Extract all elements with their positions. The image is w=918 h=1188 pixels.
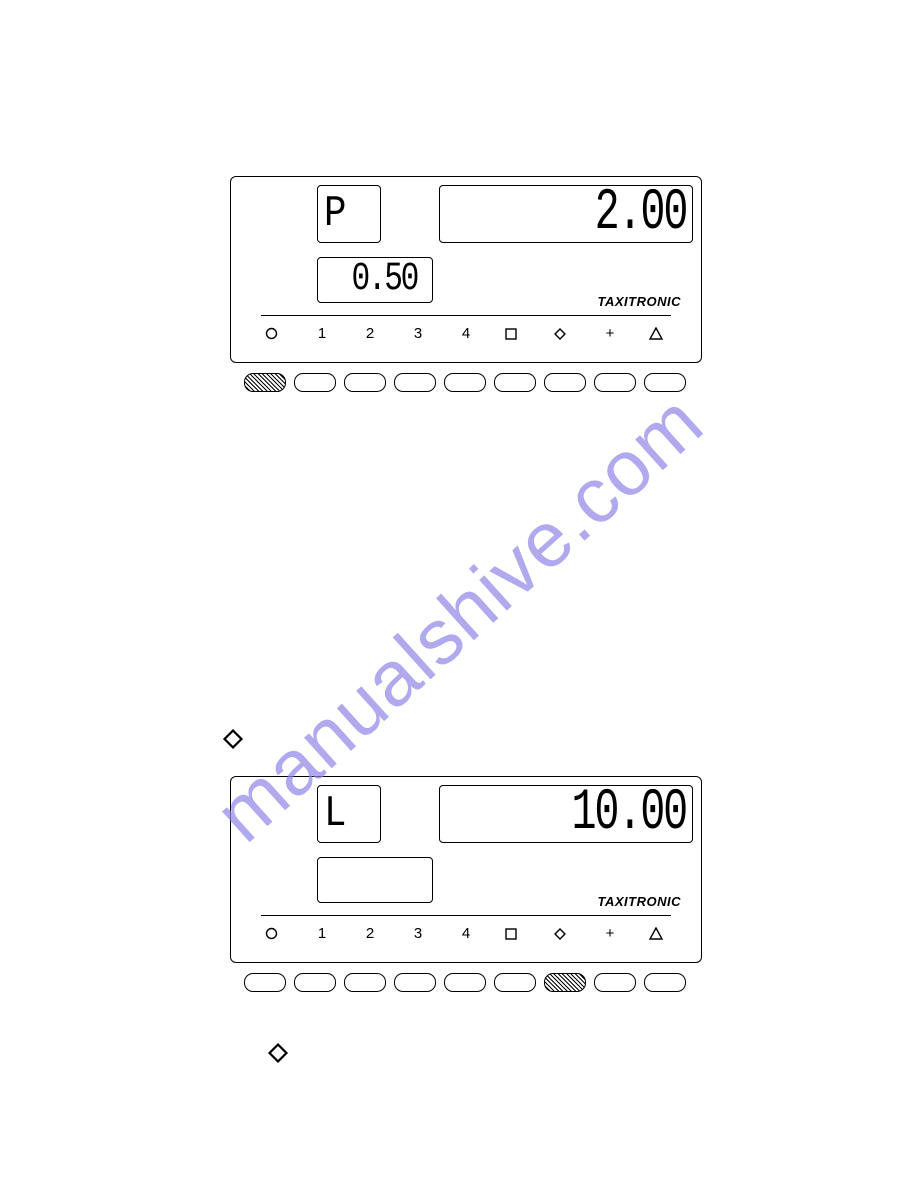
fare-box: 10.00	[439, 785, 693, 843]
diamond-icon	[553, 927, 571, 941]
plus-icon: +	[601, 925, 619, 942]
meter-face: P 2.00 0.50 TAXITRONIC 1 2 3 4 +	[230, 176, 702, 363]
symbol-row: 1 2 3 4 +	[265, 325, 667, 342]
circle-icon	[265, 927, 283, 940]
button-plus[interactable]	[594, 973, 636, 992]
key-2-label: 2	[361, 925, 379, 942]
button-square[interactable]	[494, 373, 536, 392]
status-box: L	[317, 785, 381, 843]
diamond-icon	[553, 327, 571, 341]
meter-face: L 10.00 TAXITRONIC 1 2 3 4 +	[230, 776, 702, 963]
fare-box: 2.00	[439, 185, 693, 243]
status-value: L	[324, 792, 344, 836]
meter-display-1: P 2.00 0.50 TAXITRONIC 1 2 3 4 +	[230, 176, 700, 392]
meter-display-2: L 10.00 TAXITRONIC 1 2 3 4 +	[230, 776, 700, 992]
key-3-label: 3	[409, 325, 427, 342]
circle-icon	[265, 327, 283, 340]
fare-value: 10.00	[571, 785, 686, 843]
button-triangle[interactable]	[644, 973, 686, 992]
secondary-box	[317, 857, 433, 903]
button-diamond[interactable]	[544, 373, 586, 392]
button-1[interactable]	[294, 373, 336, 392]
status-box: P	[317, 185, 381, 243]
fare-value: 2.00	[594, 185, 686, 243]
triangle-icon	[649, 927, 667, 940]
square-icon	[505, 928, 523, 940]
button-1[interactable]	[294, 973, 336, 992]
button-triangle[interactable]	[644, 373, 686, 392]
symbol-row: 1 2 3 4 +	[265, 925, 667, 942]
button-2[interactable]	[344, 973, 386, 992]
secondary-value: 0.50	[351, 260, 417, 300]
button-circle[interactable]	[244, 973, 286, 992]
plus-icon: +	[601, 325, 619, 342]
secondary-box: 0.50	[317, 257, 433, 303]
brand-label: TAXITRONIC	[598, 894, 681, 909]
key-2-label: 2	[361, 325, 379, 342]
button-3[interactable]	[394, 973, 436, 992]
diamond-icon	[222, 728, 244, 755]
square-icon	[505, 328, 523, 340]
diamond-icon	[267, 1042, 289, 1069]
brand-label: TAXITRONIC	[598, 294, 681, 309]
button-2[interactable]	[344, 373, 386, 392]
triangle-icon	[649, 327, 667, 340]
button-row-1	[230, 373, 700, 392]
separator-line	[261, 915, 671, 916]
button-4[interactable]	[444, 373, 486, 392]
button-3[interactable]	[394, 373, 436, 392]
key-4-label: 4	[457, 325, 475, 342]
button-diamond[interactable]	[544, 973, 586, 992]
key-4-label: 4	[457, 925, 475, 942]
button-circle[interactable]	[244, 373, 286, 392]
button-4[interactable]	[444, 973, 486, 992]
button-square[interactable]	[494, 973, 536, 992]
button-plus[interactable]	[594, 373, 636, 392]
status-value: P	[324, 192, 344, 236]
key-3-label: 3	[409, 925, 427, 942]
separator-line	[261, 315, 671, 316]
key-1-label: 1	[313, 325, 331, 342]
button-row-2	[230, 973, 700, 992]
key-1-label: 1	[313, 925, 331, 942]
